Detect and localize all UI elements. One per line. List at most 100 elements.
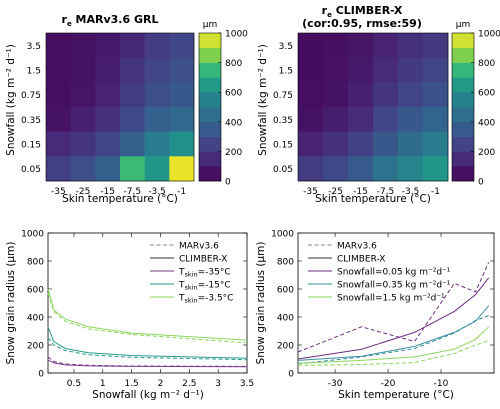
heatmap-cell [95,156,121,182]
ticks-temperature: 0 200 400 600 800 1000 -30 -20 -10 [271,230,494,389]
heatmap-cell [323,107,349,132]
colorbar-mar: 0 200 400 600 800 1000 [198,30,248,188]
colorbar-tick-label: 400 [478,118,495,128]
heatmap-ylabel-climber: Snowfall (kg m⁻² d⁻¹) [257,44,269,156]
colorbar-tick-label: 200 [478,148,495,158]
series-line-climber [47,288,248,341]
colorbar-segment [452,166,474,182]
colorbar-segment [452,77,474,93]
line-panel-temperature: 0 200 400 600 800 1000 -30 -20 -10 MARv3.6 CLIMBE… [255,230,495,401]
x-tick-label: -10 [434,379,449,389]
heatmap-cell [95,57,121,83]
colorbar-frame [451,32,475,182]
heatmap-frame [45,32,195,182]
x-tick-label: 2.5 [182,379,196,389]
heatmap-cell [423,57,449,83]
colorbar-segment [199,92,221,108]
y-tick-label: 600 [277,286,294,296]
heatmap-cell [348,107,374,132]
heatmap-cell [298,131,324,157]
x-tick-label: -35 [303,187,318,197]
heatmap-cell [46,156,71,182]
heatmap-cell [348,33,374,58]
colorbar-segment [452,107,474,123]
colorbar-climber: 0 200 400 600 800 1000 [451,30,500,188]
colorbar-segment [199,47,221,63]
line-panel-snowfall: 0 200 400 600 800 1000 0.5 1 1.5 2 2.5 3 3.5 MARv3.6… [5,230,254,402]
y-tick-label: 1.5 [27,67,41,77]
heatmap-cell [144,57,170,83]
series-line-climber [297,305,490,361]
heatmap-cell [70,82,96,108]
heatmap-cell [95,82,121,108]
heatmap-cell [348,57,374,83]
heatmap-cell [298,82,324,108]
colorbar-tick-label: 600 [225,89,242,99]
series-line-mar [297,315,489,365]
legend-label: Snowfall=1.5 kg m⁻²d⁻¹ [337,294,445,304]
heatmap-cell [70,107,96,132]
heatmap-cell [323,131,349,157]
colorbar-segment [199,136,221,152]
x-tick-label: -1 [431,187,440,197]
heatmap-cell [169,107,195,132]
heatmap-title-mar: re MARv3.6 GRL [62,13,159,28]
heatmap-cell [373,131,399,157]
colorbar-tick-label: 200 [225,148,242,158]
legend-label: Tskin=-35°C [178,268,231,279]
heatmap-cell [70,156,96,182]
x-tick-label: 1 [100,379,106,389]
y-tick-label: 0 [38,370,44,380]
legend-label: MARv3.6 [337,242,377,252]
colorbar-tick-label: 800 [478,59,495,69]
colorbar-segment [199,77,221,93]
colorbar-tick-label: 1000 [478,30,500,40]
heatmap-cell [373,33,399,58]
y-tick-label: 0.15 [273,141,293,151]
colorbar-segment [199,62,221,78]
series-lines-snowfall [47,288,248,368]
legend-label: CLIMBER-X [179,255,227,265]
line-ylabel-snowfall: Snow grain radius (μm) [5,242,17,365]
x-tick-label: 0.5 [67,379,81,389]
heatmap-cell [323,156,349,182]
colorbar-segment [199,151,221,167]
y-tick-label: 400 [277,314,294,324]
heatmap-cell [120,107,145,132]
heatmap-cell [70,131,96,157]
colorbar-tick-label: 0 [478,178,484,188]
heatmap-cell [95,107,121,132]
heatmap-cell [348,82,374,108]
series-line-climber [297,277,490,360]
y-tick-label: 0 [288,370,294,380]
series-line-climber [297,326,490,364]
x-tick-label: -3.5 [148,187,166,197]
x-tick-label: -1 [177,187,186,197]
heatmap-cell [46,131,71,157]
heatmap-cell [144,33,170,58]
heatmap-cell [46,33,71,58]
colorbar-tick-label: 1000 [225,30,248,40]
heatmap-cell [323,33,349,58]
y-tick-label: 0.05 [21,165,41,175]
heatmap-cell [323,82,349,108]
colorbar-segment [199,33,221,49]
colorbar-segment [452,47,474,63]
y-tick-label: 600 [27,286,44,296]
heatmap-cell [398,131,424,157]
heatmap-cells-climber [297,32,449,182]
x-tick-label: -7.5 [377,187,395,197]
y-tick-label: 3.5 [27,42,41,52]
heatmap-frame [297,32,449,182]
heatmap-cell [169,82,195,108]
line-xlabel-snowfall: Snowfall (kg m⁻² d⁻¹) [92,389,204,401]
colorbar-segment [452,62,474,78]
plot-frame-snowfall [47,232,248,374]
ticks-snowfall: 0 200 400 600 800 1000 0.5 1 1.5 2 2.5 3 3.5 [21,230,254,390]
y-tick-label: 1000 [21,230,44,240]
x-tick-label: 1.5 [124,379,138,389]
heatmap-cell [46,82,71,108]
colorbar-segment [452,121,474,137]
heatmap-cell [298,57,324,83]
